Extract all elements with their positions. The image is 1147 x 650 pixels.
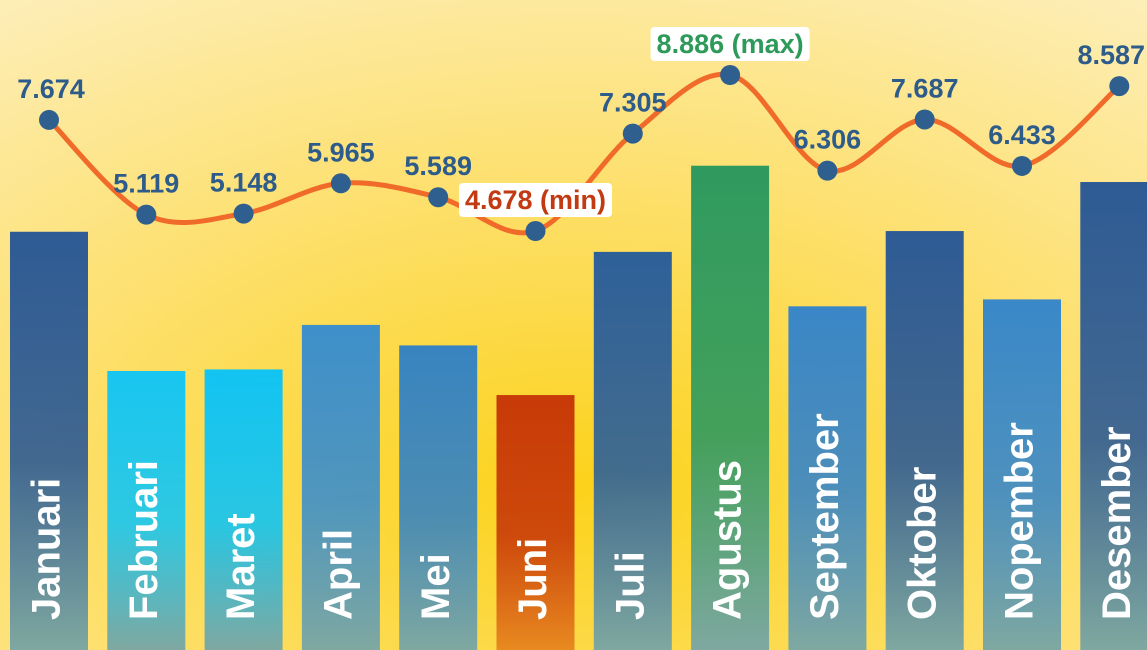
point — [428, 187, 449, 208]
bar — [399, 345, 478, 650]
point — [39, 109, 59, 130]
month-label: Desember — [1095, 427, 1139, 620]
point — [525, 221, 546, 241]
bar — [496, 395, 575, 650]
month-label: April — [316, 529, 360, 620]
bar — [983, 299, 1061, 650]
point — [136, 204, 157, 225]
month-label: September — [803, 413, 847, 620]
value-label: 5.589 — [404, 151, 472, 181]
point — [817, 160, 838, 181]
bar — [204, 369, 283, 650]
label-box — [458, 183, 613, 217]
point — [1109, 76, 1130, 97]
point — [720, 65, 741, 85]
bar — [1080, 182, 1147, 650]
bar — [107, 371, 186, 650]
bars: Januari Februari Maret April Mei Juni Juli Agus… — [10, 165, 1147, 650]
point — [914, 109, 935, 130]
value-label: 5.119 — [113, 169, 179, 199]
label-box — [650, 27, 810, 61]
bar — [885, 231, 964, 650]
point — [1012, 155, 1032, 176]
value-label: 7.674 — [17, 74, 85, 104]
value-label: 6.306 — [794, 125, 862, 155]
month-label: Februari — [122, 460, 166, 620]
point — [622, 123, 643, 144]
month-label: Nopember — [998, 422, 1042, 620]
month-label: Oktober — [900, 467, 944, 620]
value-label: 6.433 — [988, 120, 1056, 150]
month-label: Maret — [219, 513, 263, 620]
value-label: 7.687 — [891, 73, 959, 103]
month-label: Juli — [608, 551, 652, 620]
bar — [593, 251, 672, 650]
value-label: 5.965 — [307, 137, 375, 167]
point — [233, 203, 254, 224]
bar — [691, 165, 770, 650]
month-label: Juni — [511, 538, 555, 620]
value-label: 7.305 — [599, 88, 667, 118]
bar — [301, 324, 380, 650]
month-label: Januari — [25, 478, 69, 620]
bar — [788, 306, 867, 650]
bar — [10, 231, 88, 650]
value-label: 8.587 — [1078, 40, 1146, 70]
value-label: 4.678 (min) — [465, 185, 606, 215]
month-label: Agustus — [706, 460, 750, 620]
value-label: 8.886 (max) — [657, 29, 804, 59]
line-layer: 7.674 5.119 5.148 5.965 5.589 4.678 (min) 7.30… — [17, 27, 1145, 241]
value-label: 5.148 — [210, 168, 278, 198]
month-label: Mei — [414, 553, 458, 620]
point — [330, 173, 351, 194]
